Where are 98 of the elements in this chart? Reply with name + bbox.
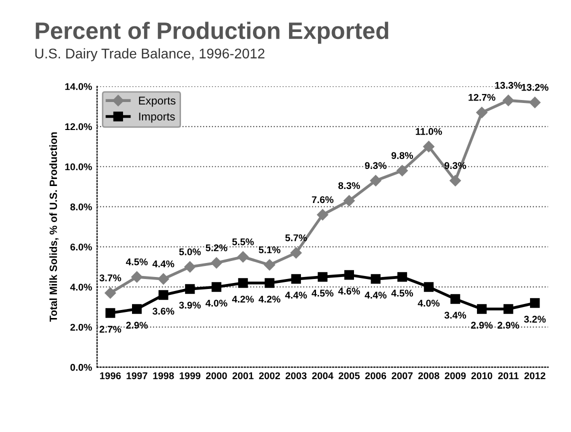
point (397, 272, 408, 282)
point (529, 96, 540, 108)
point (158, 290, 168, 300)
data-label: 4.0% (418, 300, 440, 307)
y-tick-label: 10.0% (65, 163, 92, 170)
data-label: 5.5% (232, 238, 254, 246)
y-tick-label: 4.0% (70, 284, 92, 291)
data-label: 3.6% (152, 308, 174, 315)
y-tick-label: 6.0% (70, 244, 92, 250)
x-tick-label: 1999 (180, 372, 200, 380)
x-tick-label: 2008 (418, 372, 440, 380)
y-tick-label: 0.0% (70, 364, 92, 371)
x-tick-label: 2007 (392, 372, 413, 380)
x-tick-label: 2004 (312, 372, 334, 380)
point (450, 294, 460, 304)
point (185, 284, 195, 294)
data-label: 9.3% (364, 162, 387, 170)
point (370, 274, 381, 284)
point (450, 175, 461, 186)
y-tick-label: 12.0% (65, 123, 92, 130)
y-tick-label: 2.0% (70, 324, 92, 331)
chart-title: Percent of Production Exported (36, 22, 388, 44)
data-label: 2.9% (126, 322, 148, 329)
point (344, 270, 354, 280)
x-tick-label: 2002 (259, 372, 280, 380)
point (344, 195, 355, 206)
x-tick-label: 2011 (498, 372, 519, 380)
x-tick-label: 2005 (338, 372, 360, 380)
data-label: 5.1% (258, 246, 280, 254)
data-label: 4.2% (232, 296, 254, 303)
data-label: 5.0% (179, 248, 201, 256)
point (264, 259, 276, 271)
y-tick-label: 14.0% (65, 83, 92, 90)
point (290, 247, 302, 258)
point (104, 287, 116, 299)
point (184, 261, 196, 273)
x-tick-label: 1996 (100, 372, 121, 380)
point (530, 298, 540, 308)
x-tick-label: 1997 (126, 372, 148, 380)
data-label: 3.2% (524, 316, 546, 323)
data-label: 4.5% (391, 290, 414, 297)
point (423, 140, 434, 152)
x-tick-label: 2000 (206, 372, 227, 380)
chart-subtitle: U.S. Dairy Trade Balance, 1996-2012 (35, 48, 264, 62)
point (291, 274, 301, 284)
data-label: 4.4% (364, 292, 387, 299)
data-label: 9.8% (391, 152, 414, 159)
data-label: 13.3% (495, 82, 522, 89)
point (238, 278, 248, 288)
legend-label: Imports (139, 112, 175, 123)
x-tick-label: 2010 (471, 372, 492, 380)
point (237, 251, 249, 262)
data-label: 13.2% (522, 84, 548, 91)
data-label: 4.4% (152, 260, 174, 268)
point (105, 308, 116, 318)
x-tick-label: 2001 (232, 372, 254, 380)
point (424, 282, 434, 292)
point (317, 209, 328, 220)
data-label: 2.9% (471, 322, 493, 329)
data-label: 4.0% (206, 300, 228, 307)
point (503, 304, 514, 314)
point (476, 304, 487, 314)
point (370, 175, 382, 186)
x-tick-label: 2012 (524, 372, 546, 380)
x-tick-label: 1998 (153, 372, 174, 380)
data-label: 11.0% (416, 128, 442, 135)
legend-label: Exports (139, 96, 176, 107)
data-label: 4.5% (126, 258, 148, 266)
data-label: 5.7% (285, 234, 307, 242)
data-label: 4.2% (258, 296, 280, 303)
point (264, 278, 274, 288)
point (212, 282, 222, 292)
point (158, 273, 170, 285)
y-axis-title: Total Milk Solids, % of U.S. Production (49, 132, 59, 322)
point (502, 94, 514, 106)
data-label: 9.3% (444, 162, 466, 170)
data-label: 3.7% (99, 274, 122, 282)
point (131, 271, 142, 283)
data-label: 2.9% (498, 322, 520, 329)
point (210, 257, 222, 269)
x-tick-label: 2006 (365, 372, 386, 380)
point (396, 165, 408, 176)
data-label: 3.4% (444, 312, 466, 319)
x-tick-label: 2009 (444, 372, 466, 380)
point (476, 106, 488, 118)
data-label: 4.4% (285, 292, 307, 299)
data-label: 3.9% (179, 302, 201, 309)
data-label: 2.7% (100, 326, 122, 333)
data-label: 7.6% (312, 196, 334, 204)
point (132, 304, 142, 314)
data-label: 5.2% (206, 244, 228, 252)
data-label: 8.3% (338, 182, 360, 190)
x-tick-label: 2003 (286, 372, 307, 380)
y-tick-label: 8.0% (70, 203, 92, 210)
data-label: 4.5% (312, 290, 334, 297)
point (318, 272, 328, 282)
data-label: 12.7% (468, 94, 496, 101)
data-label: 4.6% (338, 288, 360, 295)
